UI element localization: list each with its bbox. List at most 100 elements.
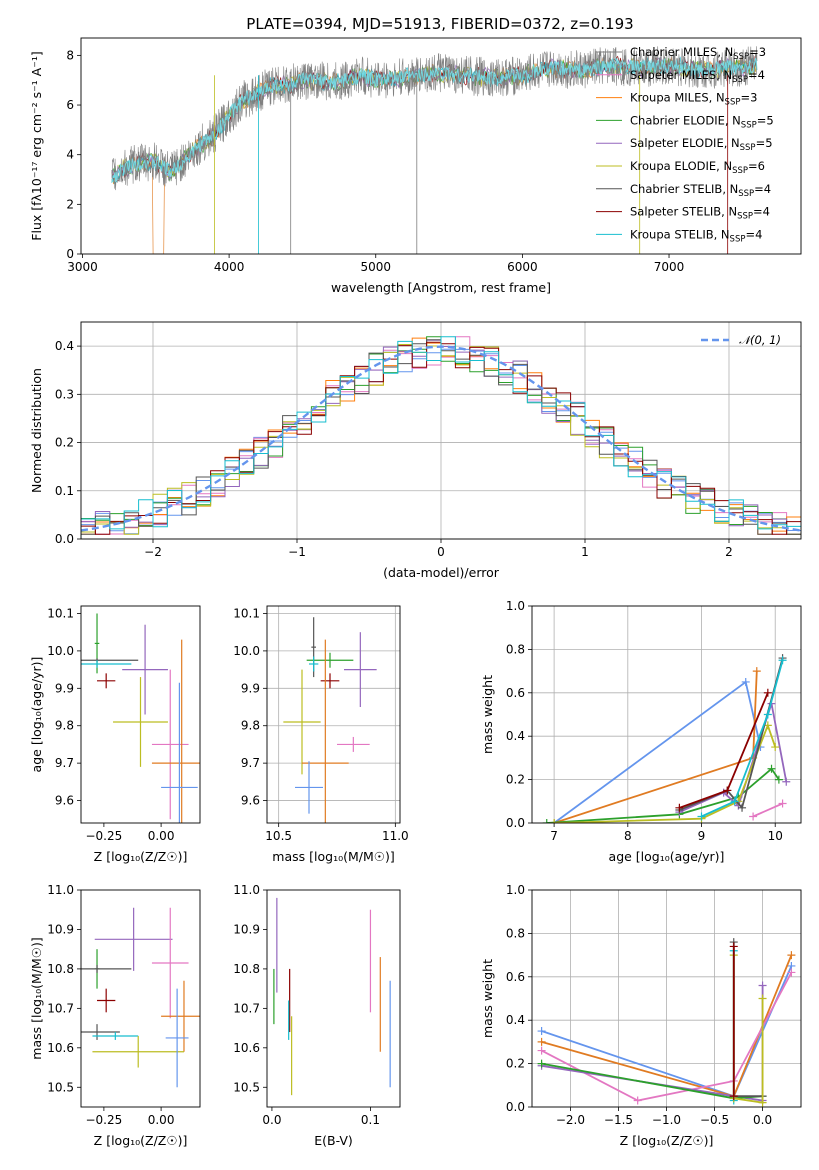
legend-subscript: SSP: [725, 98, 741, 108]
weight-point-marker: [787, 968, 796, 977]
weight-point-marker: [763, 688, 772, 697]
y-tick-label: 9.7: [55, 756, 74, 770]
axes-frame: [80, 889, 201, 1108]
legend-text: =4: [748, 68, 765, 82]
weight-point-marker: [633, 1096, 642, 1105]
legend-text: Kroupa ELODIE, N: [630, 159, 732, 173]
y-axis-label: Normed distribution: [29, 368, 44, 493]
x-tick-label: 0.00: [148, 829, 175, 843]
y-tick-label: 0.8: [506, 642, 525, 656]
y-tick-label: 0: [66, 247, 74, 261]
x-axis-label: E(B-V): [314, 1133, 353, 1148]
y-tick-label: 0.4: [55, 339, 74, 353]
plot-area: [111, 46, 758, 254]
x-axis-label: (data-model)/error: [383, 565, 500, 580]
y-tick-label: 0.3: [55, 387, 74, 401]
x-axis-label: age [log₁₀(age/yr)]: [609, 849, 725, 864]
panel-age-vs-Z: −0.25 0.00 9.6 9.7 9.8 9.9 10.0 10.1 Z [log₁₀(Z/…: [29, 605, 201, 864]
legend-subscript: SSP: [737, 212, 753, 222]
legend-entry: Salpeter ELODIE, NSSP=5: [630, 136, 773, 153]
y-tick-label: 9.6: [241, 794, 260, 808]
y-tick-label: 10.8: [233, 962, 260, 976]
weight-point-marker: [537, 1059, 546, 1068]
legend-entry: Kroupa MILES, NSSP=3: [630, 91, 757, 108]
legend-text: =3: [740, 91, 757, 105]
x-tick-label: 0.0: [262, 1113, 281, 1127]
axes-frame: [80, 37, 802, 255]
y-tick-label: 10.6: [233, 1041, 260, 1055]
panel-mass-weight-vs-age: 7 8 9 10 0.0 0.2 0.4 0.6 0.8 1.0 age [log₁₀(age/yr…: [480, 599, 802, 864]
legend-entry: Salpeter STELIB, NSSP=4: [630, 205, 770, 222]
x-tick-label: 10.5: [265, 829, 292, 843]
x-tick-label: 11.0: [382, 829, 409, 843]
legend-text: Salpeter STELIB, N: [630, 205, 737, 219]
axes-frame: [531, 889, 802, 1108]
weight-point-marker: [723, 786, 732, 795]
weight-point-marker: [537, 1037, 546, 1046]
weight-point-marker: [537, 1046, 546, 1055]
y-tick-label: 0.0: [506, 816, 525, 830]
y-tick-label: 1.0: [506, 883, 525, 897]
legend-text: =3: [749, 45, 766, 59]
y-tick-label: 9.8: [55, 719, 74, 733]
panel-mass-vs-EBV: 0.0 0.1 10.5 10.6 10.7 10.8 10.9 11.0 E(B-V): [233, 883, 401, 1148]
legend-text: =5: [756, 136, 773, 150]
x-tick-label: 3000: [67, 260, 98, 274]
weight-point-marker: [697, 812, 706, 821]
x-tick-label: 4000: [214, 260, 245, 274]
legend-subscript: SSP: [730, 234, 746, 244]
y-axis-label: mass [log₁₀(M/M☉)]: [29, 937, 44, 1059]
weight-point-marker: [778, 799, 787, 808]
y-tick-label: 10.5: [47, 1080, 74, 1094]
legend-text: Salpeter MILES, N: [630, 68, 732, 82]
legend-subscript: SSP: [733, 52, 749, 62]
y-axis-label: Flux [fλ10⁻¹⁷ erg cm⁻² s⁻¹ A⁻¹]: [29, 51, 44, 240]
residual-histogram: [81, 336, 801, 539]
y-tick-label: 8: [66, 48, 74, 62]
weight-point-marker: [782, 777, 791, 786]
legend-subscript: SSP: [738, 189, 754, 199]
weight-point-marker: [749, 812, 758, 821]
y-tick-label: 10.1: [233, 606, 260, 620]
y-tick-label: 10.0: [233, 644, 260, 658]
plot-area: [81, 336, 801, 539]
weight-point-marker: [542, 819, 551, 823]
y-tick-label: 0.0: [55, 532, 74, 546]
y-tick-label: 9.7: [241, 756, 260, 770]
weight-point-marker: [763, 710, 772, 719]
y-tick-label: 0.4: [506, 729, 525, 743]
x-tick-label: −2: [144, 545, 162, 559]
weight-point-marker: [758, 994, 767, 1003]
panel-spectrum: 3000 4000 5000 6000 7000 0 2 4 6 8 wavelength [Ang…: [29, 37, 802, 295]
observed-spectrum-line: [111, 46, 758, 191]
weight-point-marker: [767, 764, 776, 773]
y-tick-label: 10.6: [47, 1041, 74, 1055]
weight-line: [701, 660, 784, 818]
legend-entry: Kroupa STELIB, NSSP=4: [630, 227, 762, 244]
y-tick-label: 10.9: [233, 922, 260, 936]
weight-line: [732, 955, 764, 1104]
x-tick-label: 7000: [654, 260, 685, 274]
y-tick-label: 0.1: [55, 484, 74, 498]
y-tick-label: 0.8: [506, 926, 525, 940]
normal-curve: [81, 345, 801, 532]
weight-point-marker: [758, 981, 767, 990]
x-axis-label: mass [log₁₀(M/M☉)]: [272, 849, 394, 864]
weight-point-marker: [729, 942, 738, 951]
weight-point-marker: [550, 819, 559, 823]
y-tick-label: 10.1: [47, 606, 74, 620]
figure-title: PLATE=0394, MJD=51913, FIBERID=0372, z=0…: [246, 15, 633, 33]
legend-subscript: SSP: [740, 143, 756, 153]
y-tick-label: 10.9: [47, 922, 74, 936]
legend-text: Kroupa STELIB, N: [630, 227, 730, 241]
weight-point-marker: [758, 1098, 767, 1107]
y-tick-label: 0.2: [55, 436, 74, 450]
y-tick-label: 9.6: [55, 794, 74, 808]
legend-text: Chabrier STELIB, N: [630, 182, 738, 196]
legend-text: =4: [753, 205, 770, 219]
y-tick-label: 10.8: [47, 962, 74, 976]
weight-point-marker: [778, 656, 787, 665]
y-tick-label: 0.4: [506, 1013, 525, 1027]
plot-area: [81, 907, 200, 1088]
